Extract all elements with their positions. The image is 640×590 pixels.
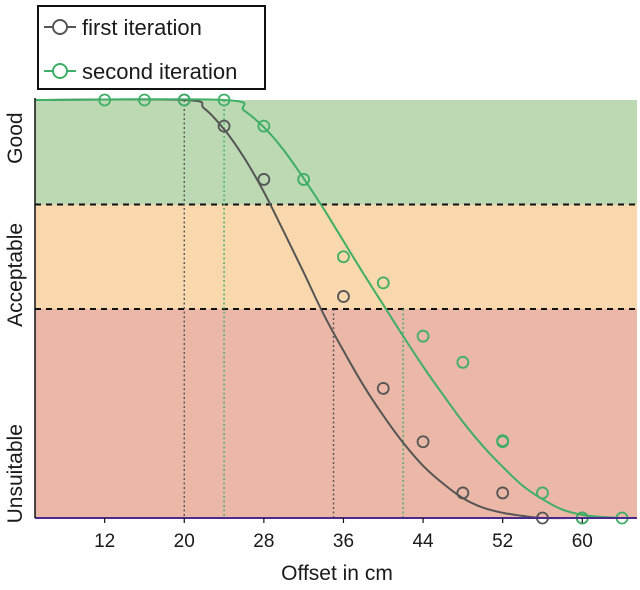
rating-bands [35, 100, 637, 518]
data-point-series-2 [217, 93, 231, 107]
y-level-label-acceptable: Acceptable [4, 223, 27, 327]
data-point-series-2 [98, 93, 112, 107]
data-point-series-2 [496, 434, 510, 448]
crossing-guide-lines [183, 100, 404, 518]
data-point-series-1 [257, 173, 271, 186]
legend-marker [52, 63, 68, 79]
data-point-series-2 [337, 250, 350, 264]
data-point-series-1 [496, 486, 510, 500]
data-point-series-2 [177, 93, 191, 107]
data-point-series-2 [376, 276, 390, 290]
x-tick-label: 36 [333, 531, 354, 552]
data-point-series-2 [138, 93, 151, 107]
y-level-label-good: Good [4, 112, 27, 163]
y-level-labels: Good Acceptable Unsuitable [4, 112, 27, 523]
threshold-lines [35, 203, 637, 310]
data-point-series-1 [416, 435, 430, 449]
series-curves [34, 98, 623, 520]
band-good [35, 100, 637, 205]
data-point-series-2 [297, 173, 311, 186]
x-tick-label: 12 [94, 531, 115, 552]
x-tick-label: 60 [572, 531, 593, 552]
legend: first iteration second iteration [37, 5, 266, 90]
data-point-series-2 [456, 355, 470, 369]
legend-label: second iteration [82, 59, 237, 84]
x-axis-title: Offset in cm [281, 562, 393, 585]
data-point-series-1 [337, 290, 350, 303]
data-point-series-1 [456, 486, 470, 500]
axes [34, 98, 637, 519]
x-tick-label: 52 [492, 531, 513, 552]
series-line-2 [34, 98, 623, 519]
x-tick-label: 20 [174, 531, 195, 552]
x-tick-label: 44 [412, 531, 434, 552]
data-point-series-2 [416, 329, 430, 343]
band-unsuitable [35, 309, 637, 518]
y-level-label-unsuitable: Unsuitable [4, 424, 27, 523]
legend-label: first iteration [82, 15, 202, 40]
data-point-series-1 [217, 119, 231, 133]
band-acceptable [35, 204, 637, 309]
data-point-series-2 [536, 486, 549, 500]
x-axis-ticks: 12 20 28 36 44 52 60 [94, 518, 593, 552]
legend-box [37, 5, 266, 90]
data-point-series-2 [257, 119, 271, 133]
data-point-series-1 [376, 382, 390, 395]
series-line-1 [34, 98, 583, 520]
legend-marker [52, 19, 68, 35]
x-tick-label: 28 [253, 531, 274, 552]
